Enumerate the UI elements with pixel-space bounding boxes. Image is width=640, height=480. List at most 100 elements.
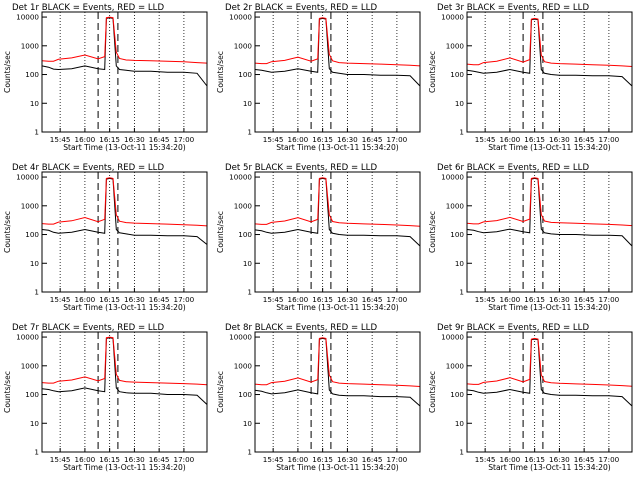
- series-line-lld: [254, 177, 421, 227]
- x-axis-title: Start Time (13-Oct-11 15:34:20): [488, 143, 611, 152]
- x-axis-title: Start Time (13-Oct-11 15:34:20): [276, 303, 399, 312]
- x-tick-label: 17:00: [599, 295, 620, 304]
- x-tick-label: 15:45: [475, 295, 496, 304]
- series-line-lld: [41, 16, 208, 64]
- y-tick-label: 1: [459, 128, 464, 137]
- x-tick-label: 16:00: [75, 295, 96, 304]
- panel-title: Det 9r BLACK = Events, RED = LLD: [437, 323, 589, 333]
- y-tick-label: 1000: [234, 361, 253, 370]
- x-tick-label: 16:00: [500, 295, 521, 304]
- plot-frame: [254, 171, 421, 293]
- x-tick-label: 17:00: [174, 455, 195, 464]
- x-tick-label: 16:15: [312, 455, 333, 464]
- plot-frame: [466, 171, 633, 293]
- series-line-events: [254, 177, 421, 247]
- x-tick-label: 16:00: [75, 455, 96, 464]
- x-tick-label: 17:00: [174, 135, 195, 144]
- y-tick-label: 10000: [441, 173, 464, 182]
- x-tick-label: 16:30: [337, 455, 358, 464]
- y-axis-title: Counts/sec: [216, 371, 225, 413]
- x-tick-label: 15:45: [50, 295, 71, 304]
- x-axis-title: Start Time (13-Oct-11 15:34:20): [276, 143, 399, 152]
- y-tick-label: 1: [459, 448, 464, 457]
- y-tick-label: 1: [34, 288, 39, 297]
- y-tick-label: 1000: [234, 41, 253, 50]
- x-tick-label: 15:45: [50, 455, 71, 464]
- series-line-lld: [41, 336, 208, 386]
- y-axis-title: Counts/sec: [428, 211, 437, 253]
- x-tick-label: 16:45: [574, 135, 595, 144]
- x-tick-label: 16:30: [124, 295, 145, 304]
- plot-frame: [466, 11, 633, 133]
- y-tick-label: 10: [455, 99, 465, 108]
- x-tick-label: 16:30: [124, 135, 145, 144]
- y-tick-label: 10: [455, 259, 465, 268]
- x-tick-label: 17:00: [174, 295, 195, 304]
- x-tick-label: 16:45: [149, 135, 170, 144]
- panel-title: Det 3r BLACK = Events, RED = LLD: [437, 3, 589, 13]
- y-tick-label: 1: [247, 448, 252, 457]
- y-tick-label: 100: [238, 390, 252, 399]
- x-tick-label: 17:00: [387, 455, 408, 464]
- x-tick-label: 17:00: [387, 295, 408, 304]
- y-axis-title: Counts/sec: [216, 211, 225, 253]
- y-axis-title: Counts/sec: [3, 211, 12, 253]
- series-line-lld: [254, 17, 421, 67]
- x-tick-label: 15:45: [263, 295, 284, 304]
- panel-title: Det 6r BLACK = Events, RED = LLD: [437, 163, 589, 173]
- x-tick-label: 16:45: [149, 455, 170, 464]
- x-tick-label: 15:45: [263, 135, 284, 144]
- panel-title: Det 2r BLACK = Events, RED = LLD: [225, 3, 377, 13]
- x-tick-label: 16:15: [312, 135, 333, 144]
- x-tick-label: 16:45: [574, 455, 595, 464]
- x-tick-label: 16:45: [362, 455, 383, 464]
- x-axis-title: Start Time (13-Oct-11 15:34:20): [63, 463, 186, 472]
- y-tick-label: 10: [243, 259, 253, 268]
- x-tick-label: 16:30: [549, 455, 570, 464]
- panel-title: Det 7r BLACK = Events, RED = LLD: [12, 323, 164, 333]
- x-tick-label: 16:00: [288, 295, 309, 304]
- y-tick-label: 10: [455, 419, 465, 428]
- y-tick-label: 1000: [234, 201, 253, 210]
- y-tick-label: 1000: [446, 361, 465, 370]
- x-axis-title: Start Time (13-Oct-11 15:34:20): [63, 303, 186, 312]
- y-tick-label: 100: [238, 70, 252, 79]
- plot-frame: [254, 331, 421, 453]
- x-tick-label: 16:00: [288, 455, 309, 464]
- panel-det-4: Det 4r BLACK = Events, RED = LLD 1 10 100 10…: [3, 163, 208, 312]
- y-tick-label: 1000: [21, 201, 40, 210]
- series-line-events: [254, 17, 421, 87]
- y-tick-label: 1: [247, 288, 252, 297]
- x-axis-title: Start Time (13-Oct-11 15:34:20): [488, 463, 611, 472]
- y-tick-label: 100: [238, 230, 252, 239]
- y-tick-label: 10000: [229, 333, 252, 342]
- x-tick-label: 16:15: [312, 295, 333, 304]
- x-tick-label: 15:45: [263, 455, 284, 464]
- x-tick-label: 16:00: [288, 135, 309, 144]
- y-tick-label: 10000: [441, 13, 464, 22]
- x-tick-label: 16:15: [524, 295, 545, 304]
- x-tick-label: 17:00: [387, 135, 408, 144]
- x-axis-title: Start Time (13-Oct-11 15:34:20): [488, 303, 611, 312]
- x-tick-label: 16:15: [99, 295, 120, 304]
- plot-frame: [466, 331, 633, 453]
- x-axis-title: Start Time (13-Oct-11 15:34:20): [63, 143, 186, 152]
- y-tick-label: 100: [25, 70, 39, 79]
- y-tick-label: 1000: [446, 41, 465, 50]
- panel-title: Det 5r BLACK = Events, RED = LLD: [225, 163, 377, 173]
- y-tick-label: 100: [450, 70, 464, 79]
- x-tick-label: 15:45: [475, 455, 496, 464]
- y-tick-label: 1000: [21, 41, 40, 50]
- y-axis-title: Counts/sec: [3, 371, 12, 413]
- y-axis-title: Counts/sec: [3, 51, 12, 93]
- plot-frame: [254, 11, 421, 133]
- x-tick-label: 16:30: [124, 455, 145, 464]
- y-tick-label: 10000: [441, 333, 464, 342]
- y-tick-label: 1000: [21, 361, 40, 370]
- plot-frame: [41, 171, 208, 293]
- x-tick-label: 16:30: [549, 135, 570, 144]
- series-line-events: [254, 337, 421, 407]
- series-line-lld: [466, 177, 633, 227]
- x-tick-label: 16:15: [99, 455, 120, 464]
